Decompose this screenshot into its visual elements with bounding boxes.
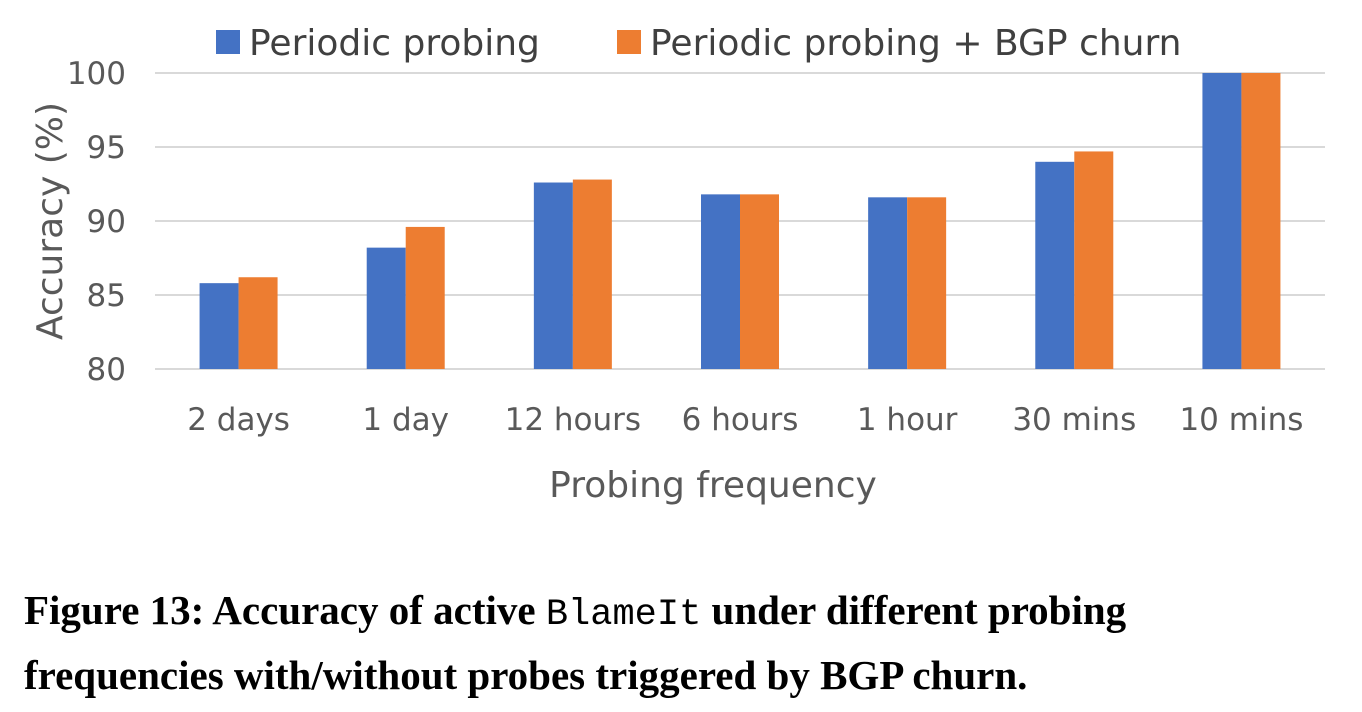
x-tick-label: 6 hours [682, 402, 799, 438]
x-tick-label: 1 hour [857, 402, 958, 438]
x-axis-title: Probing frequency [549, 465, 877, 506]
legend-label: Periodic probing + BGP churn [650, 23, 1181, 64]
y-tick-label: 90 [87, 204, 126, 240]
legend: Periodic probing Periodic probing + BGP c… [216, 23, 1181, 64]
legend-label: Periodic probing [249, 23, 540, 64]
bar [1202, 73, 1242, 369]
caption-line-1: Figure 13: Accuracy of active BlameIt un… [24, 580, 1344, 645]
bar [533, 182, 573, 369]
chart-canvas: 80 85 90 95 100 2 days 1 day 12 hours 6 hours 1 … [30, 23, 1325, 506]
caption-prefix: Figure 13: Accuracy of active [24, 587, 546, 633]
y-axis-title: Accuracy (%) [30, 102, 71, 340]
legend-swatch [216, 30, 240, 54]
y-tick-label: 80 [87, 352, 126, 388]
x-tick-label: 12 hours [505, 402, 641, 438]
y-axis-ticks: 80 85 90 95 100 [67, 56, 126, 388]
bar [238, 277, 278, 369]
caption-line-2: frequencies with/without probes triggere… [24, 652, 1028, 698]
bar [1035, 161, 1075, 369]
x-tick-label: 1 day [362, 402, 449, 438]
bar [740, 194, 779, 369]
x-axis-ticks: 2 days 1 day 12 hours 6 hours 1 hour 30 mins 1… [187, 402, 1303, 438]
y-tick-label: 85 [87, 278, 126, 314]
legend-swatch [617, 30, 641, 54]
y-tick-label: 95 [87, 130, 126, 166]
figure-caption: Figure 13: Accuracy of active BlameIt un… [24, 580, 1344, 705]
bar [701, 194, 740, 369]
bar [572, 179, 612, 369]
bar [199, 283, 239, 369]
y-tick-label: 100 [67, 56, 126, 92]
bar [366, 247, 406, 369]
bar [1074, 151, 1114, 369]
bars [199, 73, 1281, 369]
x-tick-label: 10 mins [1179, 402, 1303, 438]
bar [868, 197, 908, 369]
bar [405, 226, 445, 369]
x-tick-label: 30 mins [1012, 402, 1136, 438]
bar-chart: 80 85 90 95 100 2 days 1 day 12 hours 6 hours 1 … [30, 23, 1325, 506]
bar [907, 197, 947, 369]
caption-system-name: BlameIt [545, 594, 702, 636]
x-tick-label: 2 days [187, 402, 290, 438]
bar [1241, 73, 1281, 369]
caption-line-1-suffix: under different probing [701, 587, 1127, 633]
